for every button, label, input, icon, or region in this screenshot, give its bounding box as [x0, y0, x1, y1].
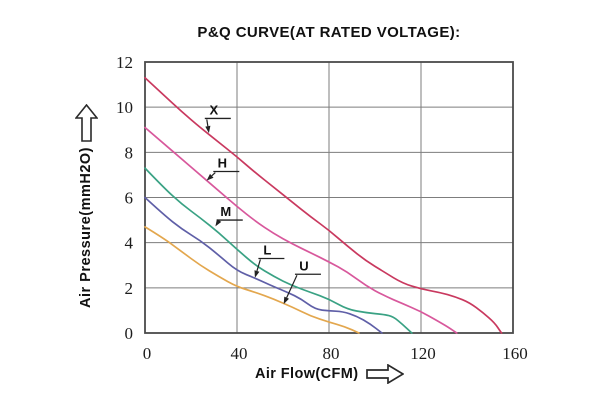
curve-label-arrowhead: [206, 173, 214, 181]
right-arrow-icon: [366, 364, 405, 384]
curve-label-M: M: [220, 204, 231, 219]
curve-M: [144, 167, 413, 334]
y-axis-title: Air Pressure(mmH2O): [62, 104, 110, 340]
x-tick-label: 160: [502, 344, 528, 363]
curve-label-leader: [211, 172, 216, 177]
x-tick-label: 40: [231, 344, 248, 363]
up-arrow-icon: [74, 104, 98, 142]
curve-label-arrowhead: [283, 296, 289, 305]
y-tick-label: 6: [125, 189, 134, 208]
x-tick-label: 120: [410, 344, 436, 363]
curve-X: [144, 76, 503, 334]
y-tick-label: 12: [116, 53, 133, 72]
curve-label-arrowhead: [215, 219, 222, 227]
x-tick-label: 0: [143, 344, 152, 363]
x-axis-title-text: Air Flow(CFM): [255, 366, 359, 382]
curve-label-H: H: [218, 156, 227, 171]
curve-label-leader: [206, 119, 209, 127]
curve-label-arrowhead: [205, 125, 211, 134]
curve-label-X: X: [209, 102, 218, 117]
curve-U: [144, 226, 360, 334]
x-tick-label: 80: [323, 344, 340, 363]
curve-label-leader: [256, 259, 261, 272]
y-tick-label: 2: [125, 279, 134, 298]
y-tick-label: 4: [125, 234, 134, 253]
curve-label-L: L: [263, 242, 271, 257]
curve-H: [144, 126, 458, 334]
curve-L: [144, 196, 383, 334]
y-axis-title-text: Air Pressure(mmH2O): [78, 147, 94, 308]
y-tick-label: 10: [116, 98, 133, 117]
y-tick-label: 0: [125, 324, 134, 343]
curve-label-arrowhead: [254, 270, 260, 278]
chart-title: P&Q CURVE(AT RATED VOLTAGE):: [197, 24, 461, 41]
x-axis-title: Air Flow(CFM): [255, 364, 405, 384]
y-tick-label: 8: [125, 143, 134, 162]
curve-label-leader: [286, 275, 298, 298]
curve-label-U: U: [299, 258, 308, 273]
